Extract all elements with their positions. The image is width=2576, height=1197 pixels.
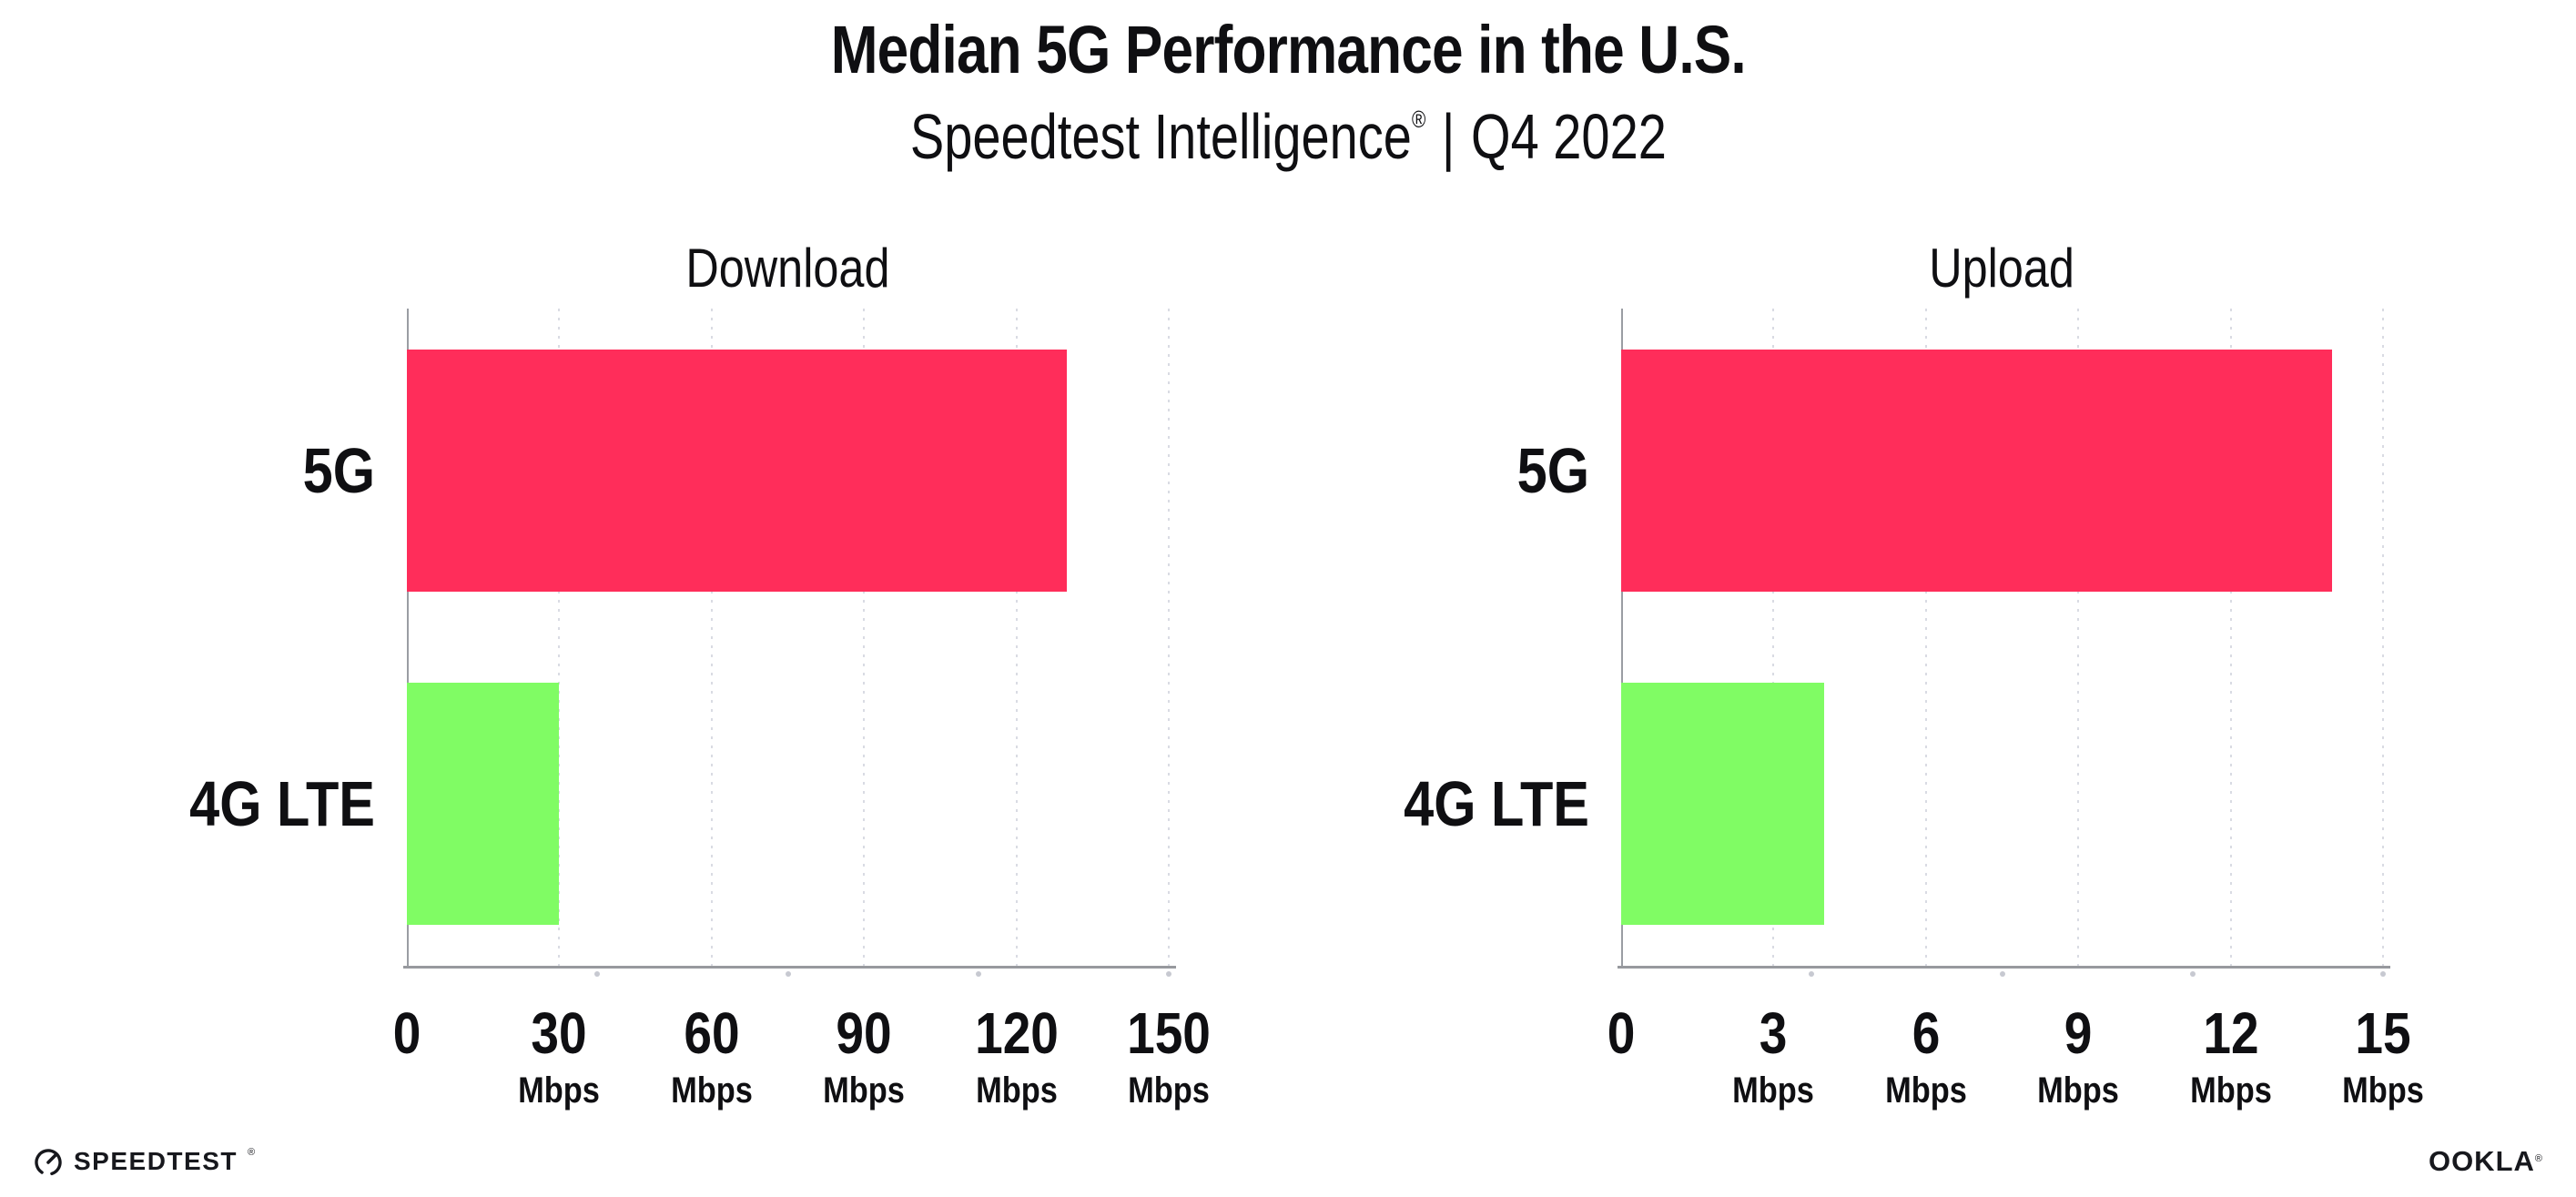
x-tick-0: 0 bbox=[1535, 1001, 1707, 1065]
subtitle-brand: Speedtest Intelligence bbox=[909, 101, 1412, 172]
x-tick-unit: Mbps bbox=[2189, 1070, 2272, 1111]
x-tick-60: 60 Mbps bbox=[625, 1001, 797, 1112]
speedtest-gauge-icon bbox=[33, 1146, 64, 1177]
x-tick-3: 3 Mbps bbox=[1688, 1001, 1860, 1112]
x-tick-value: 0 bbox=[1607, 1000, 1636, 1066]
gridline bbox=[558, 309, 561, 967]
upload-x-axis-line bbox=[1618, 966, 2390, 969]
x-tick-unit: Mbps bbox=[975, 1070, 1058, 1111]
x-tick-12: 12 Mbps bbox=[2145, 1001, 2317, 1112]
x-tick-value: 9 bbox=[2064, 1000, 2093, 1066]
x-tick-150: 150 Mbps bbox=[1082, 1001, 1254, 1112]
x-tick-value: 90 bbox=[836, 1000, 892, 1066]
axis-tick-mark bbox=[2380, 971, 2386, 977]
upload-category-label-5g: 5G bbox=[1516, 435, 1589, 506]
axis-tick-mark bbox=[2189, 971, 2196, 977]
ookla-logo: OOKLA® bbox=[2429, 1140, 2543, 1183]
x-tick-value: 120 bbox=[974, 1000, 1059, 1066]
x-tick-unit: Mbps bbox=[670, 1070, 753, 1111]
download-x-axis-line bbox=[403, 966, 1176, 969]
x-tick-value: 3 bbox=[1760, 1000, 1788, 1066]
axis-tick-mark bbox=[785, 971, 791, 977]
x-tick-unit: Mbps bbox=[2037, 1070, 2120, 1111]
download-4g-lte-bar bbox=[407, 683, 560, 925]
download-y-axis-line bbox=[407, 309, 409, 967]
upload-x-axis-labels: 0 3 Mbps 6 Mbps 9 Mbps 12 Mbps 15 Mbps bbox=[1607, 1001, 2424, 1138]
download-category-label-5g: 5G bbox=[302, 435, 375, 506]
subtitle-separator: | bbox=[1441, 101, 1455, 172]
x-tick-value: 0 bbox=[392, 1000, 421, 1066]
ookla-registered-mark: ® bbox=[2534, 1153, 2543, 1164]
download-chart-title: Download bbox=[407, 237, 1169, 300]
subtitle-period: Q4 2022 bbox=[1470, 101, 1667, 172]
x-tick-unit: Mbps bbox=[1732, 1070, 1815, 1111]
x-tick-value: 60 bbox=[684, 1000, 740, 1066]
x-tick-unit: Mbps bbox=[2342, 1070, 2424, 1111]
x-tick-120: 120 Mbps bbox=[930, 1001, 1102, 1112]
download-chart: Download 5G 4G LTE 0 30 Mbps bbox=[106, 228, 1211, 1147]
speedtest-registered-mark: ® bbox=[247, 1147, 256, 1158]
upload-plot-area bbox=[1618, 309, 2390, 977]
x-tick-value: 150 bbox=[1127, 1000, 1211, 1066]
gridline bbox=[863, 309, 866, 967]
gridline bbox=[710, 309, 713, 967]
page-title-text: Median 5G Performance in the U.S. bbox=[830, 12, 1746, 87]
x-tick-unit: Mbps bbox=[518, 1070, 601, 1111]
gridline bbox=[1924, 309, 1927, 967]
x-tick-unit: Mbps bbox=[823, 1070, 906, 1111]
download-x-axis-labels: 0 30 Mbps 60 Mbps 90 Mbps 120 Mbps 150 M… bbox=[393, 1001, 1211, 1138]
x-tick-90: 90 Mbps bbox=[778, 1001, 950, 1112]
upload-chart: Upload 5G 4G LTE 0 3 Mbps bbox=[1321, 228, 2424, 1147]
page-subtitle: Speedtest Intelligence® | Q4 2022 bbox=[0, 91, 2576, 182]
x-tick-unit: Mbps bbox=[1128, 1070, 1210, 1111]
gridline bbox=[2382, 309, 2384, 967]
x-tick-value: 30 bbox=[531, 1000, 588, 1066]
speedtest-logo: SPEEDTEST ® bbox=[33, 1138, 255, 1185]
x-tick-15: 15 Mbps bbox=[2297, 1001, 2469, 1112]
upload-y-axis-line bbox=[1621, 309, 1623, 967]
gridline bbox=[2077, 309, 2080, 967]
axis-tick-mark bbox=[594, 971, 601, 977]
x-tick-value: 15 bbox=[2355, 1000, 2411, 1066]
speedtest-wordmark: SPEEDTEST bbox=[74, 1147, 238, 1175]
upload-5g-bar bbox=[1621, 350, 2333, 592]
download-chart-title-text: Download bbox=[685, 238, 890, 299]
download-5g-bar bbox=[407, 350, 1068, 592]
x-tick-0: 0 bbox=[320, 1001, 492, 1065]
gridline bbox=[1168, 309, 1170, 967]
upload-chart-title-text: Upload bbox=[1929, 238, 2075, 299]
axis-tick-mark bbox=[1999, 971, 2005, 977]
page-title: Median 5G Performance in the U.S. bbox=[0, 0, 2576, 100]
gridline bbox=[1772, 309, 1775, 967]
upload-4g-lte-bar bbox=[1621, 683, 1825, 925]
x-tick-value: 12 bbox=[2202, 1000, 2259, 1066]
x-tick-value: 6 bbox=[1912, 1000, 1941, 1066]
x-tick-unit: Mbps bbox=[1884, 1070, 1967, 1111]
gridline bbox=[1015, 309, 1018, 967]
registered-trademark-mark: ® bbox=[1411, 106, 1425, 133]
axis-tick-mark bbox=[1809, 971, 1815, 977]
download-plot-area bbox=[403, 309, 1176, 977]
gridline bbox=[2229, 309, 2232, 967]
axis-tick-mark bbox=[1166, 971, 1171, 977]
x-tick-30: 30 Mbps bbox=[473, 1001, 645, 1112]
upload-chart-title: Upload bbox=[1621, 237, 2383, 300]
axis-tick-mark bbox=[975, 971, 981, 977]
x-tick-9: 9 Mbps bbox=[1993, 1001, 2165, 1112]
upload-category-label-4g-lte: 4G LTE bbox=[1404, 768, 1589, 839]
ookla-wordmark: OOKLA bbox=[2428, 1145, 2535, 1177]
download-category-label-4g-lte: 4G LTE bbox=[189, 768, 375, 839]
x-tick-6: 6 Mbps bbox=[1840, 1001, 2012, 1112]
